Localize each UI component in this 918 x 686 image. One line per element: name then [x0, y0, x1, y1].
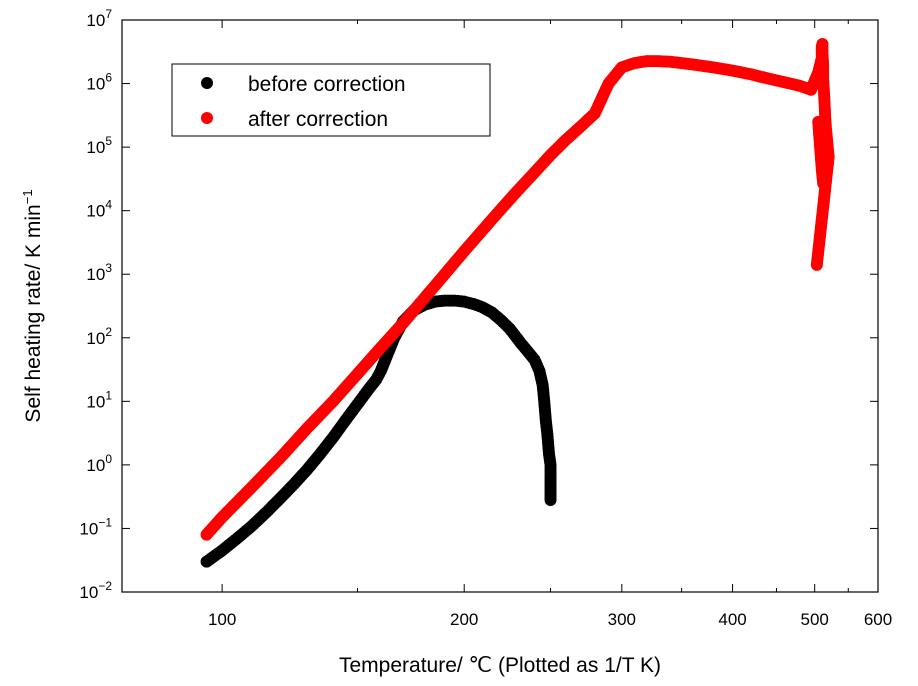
legend-marker-before-correction: [201, 77, 213, 89]
series-before-correction: [200, 294, 557, 568]
y-tick-label: 10−1: [79, 515, 112, 538]
y-tick-base: 10: [86, 265, 105, 284]
series-after-correction: [200, 37, 835, 541]
y-tick-exponent: 5: [105, 134, 112, 148]
x-tick-label: 200: [450, 610, 478, 629]
y-axis-title: Self heating rate/ K min−1: [20, 189, 45, 422]
y-tick-label: 104: [86, 198, 112, 221]
data-point: [817, 177, 830, 190]
x-tick-label: 100: [208, 610, 236, 629]
y-tick-exponent: 1: [105, 388, 112, 402]
legend-label-before-correction: before correction: [248, 73, 406, 96]
data-point: [810, 258, 823, 271]
legend: before correction after correction: [171, 63, 491, 137]
y-tick-label: 101: [86, 388, 112, 411]
x-tick-label: 500: [801, 610, 829, 629]
y-tick-exponent: 6: [105, 71, 112, 85]
y-tick-label: 107: [86, 7, 112, 30]
y-tick-exponent: 0: [105, 452, 112, 466]
y-tick-exponent: −1: [98, 515, 112, 529]
data-point: [544, 494, 557, 507]
y-axis-title-superscript: −1: [20, 189, 35, 204]
y-tick-base: 10: [86, 11, 105, 30]
y-tick-base: 10: [86, 456, 105, 475]
x-tick-label: 300: [608, 610, 636, 629]
y-tick-exponent: 4: [105, 198, 112, 212]
y-tick-base: 10: [86, 75, 105, 94]
y-tick-exponent: 3: [105, 261, 112, 275]
legend-box: [171, 63, 491, 137]
y-tick-exponent: 2: [105, 325, 112, 339]
y-tick-base: 10: [86, 329, 105, 348]
y-axis-title-text: Self heating rate/ K min: [22, 204, 45, 422]
y-tick-base: 10: [86, 138, 105, 157]
y-tick-exponent: −2: [98, 579, 112, 593]
y-tick-label: 103: [86, 261, 112, 284]
y-tick-label: 10−2: [79, 579, 112, 602]
data-marks: [200, 37, 835, 568]
legend-label-after-correction: after correction: [248, 108, 388, 131]
y-tick-label: 100: [86, 452, 112, 475]
plot-frame: [121, 19, 879, 593]
axes: 100 200 300 400 500 60010−210−110010110210310…: [79, 7, 892, 629]
y-tick-label: 105: [86, 134, 112, 157]
x-tick-label: 400: [718, 610, 746, 629]
y-tick-label: 102: [86, 325, 112, 348]
legend-marker-after-correction: [201, 112, 213, 124]
x-tick-label: 600: [864, 610, 892, 629]
x-axis-title: Temperature/ ℃ (Plotted as 1/T K): [339, 654, 661, 677]
y-tick-exponent: 7: [105, 7, 112, 21]
y-tick-base: 10: [79, 519, 98, 538]
y-tick-base: 10: [86, 202, 105, 221]
y-tick-base: 10: [79, 583, 98, 602]
y-tick-base: 10: [86, 392, 105, 411]
y-tick-label: 106: [86, 71, 112, 94]
